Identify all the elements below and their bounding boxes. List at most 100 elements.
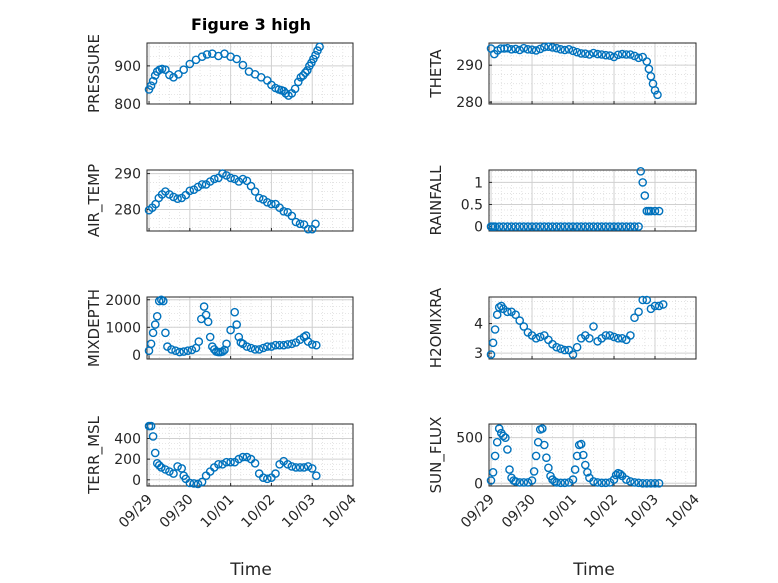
data-point: [293, 77, 303, 87]
data-point: [613, 333, 623, 343]
data-point: [601, 50, 611, 60]
data-point: [556, 45, 566, 54]
data-point: [515, 45, 525, 55]
data-point: [589, 222, 598, 231]
data-point: [589, 477, 598, 486]
data-point: [597, 222, 607, 231]
data-point: [197, 52, 207, 62]
data-point: [303, 224, 313, 234]
data-point: [609, 52, 619, 62]
data-point: [529, 467, 539, 476]
data-point: [585, 50, 594, 59]
data-point: [634, 53, 643, 63]
data-point: [242, 176, 252, 186]
data-point: [165, 70, 174, 80]
subplot-1: 800 900 PRESSURE: [85, 34, 354, 113]
data-point: [300, 68, 310, 77]
data-point: [156, 463, 166, 472]
data-point: [650, 478, 660, 488]
data-point: [494, 424, 504, 433]
data-point: [218, 347, 227, 356]
data-point: [593, 49, 602, 59]
data-point: [156, 295, 166, 305]
axes-box: [146, 296, 354, 360]
subplot-6: 3 4 H2OMIXRA: [427, 287, 697, 368]
data-point: [636, 166, 646, 176]
data-point: [544, 42, 553, 52]
data-point: [250, 187, 260, 196]
data-point: [585, 222, 594, 231]
data-point: [505, 465, 514, 474]
data-point: [494, 302, 504, 312]
data-point: [161, 328, 170, 338]
data-point: [523, 478, 533, 487]
data-point: [271, 469, 280, 478]
data-point: [579, 450, 588, 460]
data-point: [254, 345, 264, 354]
data-point: [626, 222, 635, 231]
data-point: [576, 49, 586, 58]
data-point: [552, 222, 561, 231]
data-point: [535, 222, 545, 231]
data-point: [232, 320, 241, 329]
data-point: [161, 465, 170, 474]
data-point: [601, 222, 611, 231]
data-point: [197, 180, 207, 189]
y-tick-label: 400: [114, 431, 141, 447]
data-point: [150, 448, 160, 458]
data-point: [617, 222, 627, 231]
data-point: [615, 469, 625, 479]
data-point: [311, 219, 320, 229]
subplot-4: 0 0.5 1 RAINFALL: [427, 165, 697, 236]
data-point: [203, 317, 213, 327]
data-point: [589, 322, 598, 331]
y-tick-label: 0: [132, 473, 141, 489]
data-point: [626, 331, 635, 340]
data-point: [279, 86, 289, 96]
data-point: [642, 295, 652, 305]
data-point: [157, 64, 167, 74]
data-point: [638, 295, 648, 305]
data-point: [146, 421, 156, 431]
data-point: [630, 51, 639, 61]
data-point: [654, 206, 664, 216]
y-tick-label: 280: [114, 202, 141, 218]
data-point: [232, 54, 241, 64]
data-point: [552, 342, 561, 352]
data-point: [527, 222, 537, 231]
data-point: [148, 76, 158, 86]
data-point: [283, 459, 293, 469]
data-point: [597, 50, 607, 59]
data-point: [171, 346, 180, 356]
data-point: [544, 463, 553, 473]
y-tick-label: 280: [456, 95, 483, 111]
axes-box: [146, 169, 354, 232]
y-tick-label: 0: [132, 348, 141, 364]
data-point: [183, 346, 193, 356]
data-point: [609, 475, 619, 484]
data-point: [279, 340, 289, 350]
data-point: [638, 478, 648, 488]
data-point: [311, 50, 320, 60]
data-point: [552, 43, 561, 53]
data-point: [593, 222, 602, 231]
data-point: [222, 339, 231, 349]
data-point: [275, 340, 284, 350]
data-point: [490, 222, 500, 231]
data-point: [209, 174, 219, 184]
y-tick-label: 0: [474, 220, 483, 236]
data-point: [642, 57, 652, 66]
data-point: [503, 43, 512, 53]
axes-box: [146, 42, 354, 105]
data-point: [214, 459, 223, 469]
data-point: [653, 90, 662, 100]
data-point: [556, 344, 566, 354]
data-point: [585, 333, 594, 343]
data-point: [572, 222, 582, 231]
data-point: [542, 453, 551, 463]
data-point: [185, 186, 195, 196]
data-point: [490, 325, 500, 334]
y-tick-label: 1: [474, 175, 483, 191]
